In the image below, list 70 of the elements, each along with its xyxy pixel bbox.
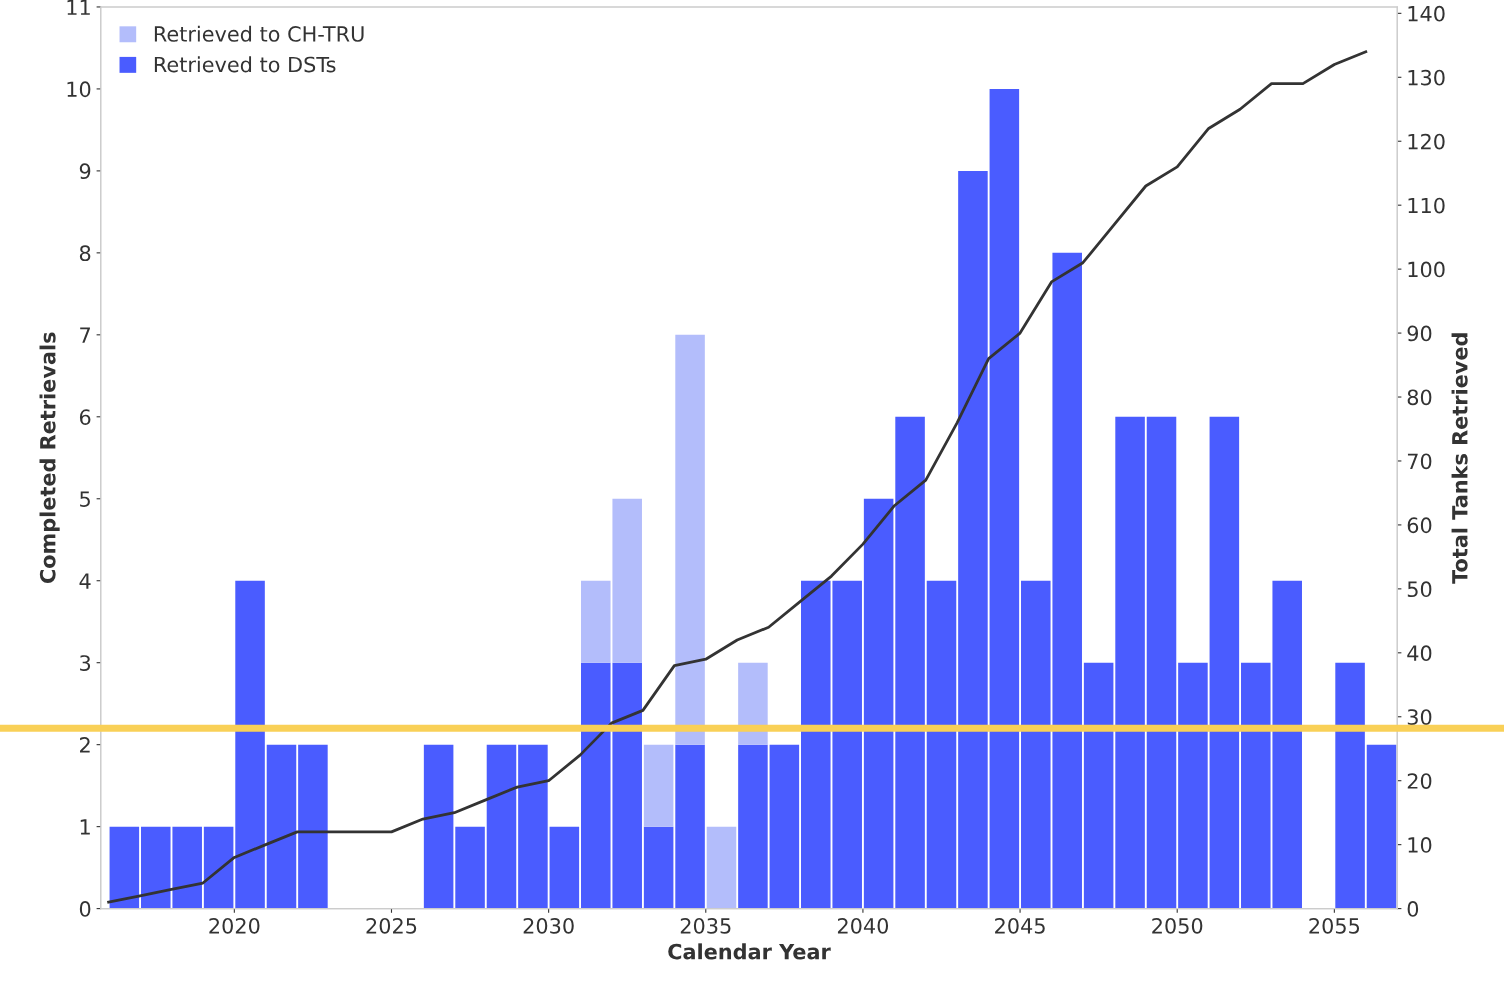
x-tick-label: 2035 <box>680 917 731 934</box>
bar <box>675 334 705 745</box>
x-tick-label: 2030 <box>523 917 574 934</box>
bar <box>958 170 988 909</box>
bar <box>203 826 234 909</box>
bar <box>109 826 140 909</box>
y-tick-label: 0 <box>79 901 91 917</box>
y2-tick-label: 70 <box>1407 453 1432 470</box>
y2-tick-label: 100 <box>1408 261 1445 278</box>
x-tick-label: 2050 <box>1152 917 1203 934</box>
y2-tick-label: 120 <box>1408 133 1445 150</box>
bar <box>989 88 1020 909</box>
y-tick-label: 6 <box>79 409 91 425</box>
bar <box>1178 662 1208 909</box>
y2-tick-label: 30 <box>1407 709 1432 725</box>
y2-tick-label: 10 <box>1408 837 1432 853</box>
bar <box>926 580 957 909</box>
y2-tick-label: 80 <box>1407 389 1432 406</box>
legend-label: Retrieved to CH-TRU <box>154 25 364 42</box>
y2-tick-label: 130 <box>1408 69 1445 86</box>
x-tick-label: 2055 <box>1309 917 1360 934</box>
y2-tick-label: 90 <box>1407 325 1432 342</box>
y2-tick-label: 110 <box>1408 197 1445 214</box>
bar <box>895 416 925 909</box>
y2-tick-label: 40 <box>1407 645 1432 662</box>
bar <box>266 744 297 909</box>
x-tick-label: 2025 <box>366 917 417 934</box>
x-tick-label: 2040 <box>837 917 889 934</box>
y-tick-label: 2 <box>80 737 90 753</box>
bar <box>1335 662 1365 909</box>
bar <box>1366 744 1397 909</box>
bar <box>486 744 517 909</box>
bar <box>455 826 485 909</box>
bar <box>1209 416 1240 909</box>
y2-tick-label: 0 <box>1407 901 1419 917</box>
bar <box>235 580 265 909</box>
bar <box>518 744 548 909</box>
bar <box>706 826 737 909</box>
y-tick-label: 3 <box>80 655 91 671</box>
y-tick-label: 11 <box>67 0 90 15</box>
y-tick-label: 1 <box>80 819 90 835</box>
y2-tick-label: 20 <box>1407 773 1432 789</box>
y-tick-label: 9 <box>79 163 91 180</box>
bar <box>549 826 580 909</box>
bar <box>298 744 328 909</box>
y-tick-label: 5 <box>80 491 90 507</box>
x-tick-label: 2020 <box>209 917 260 934</box>
bar <box>769 744 800 909</box>
bar <box>643 744 674 827</box>
y2-tick-label: 50 <box>1407 581 1432 598</box>
bar <box>1115 416 1145 909</box>
legend-label: Retrieved to DSTs <box>154 56 336 73</box>
line-series <box>107 50 1368 904</box>
y2-axis-title: Total Tanks Retrieved <box>1451 333 1468 584</box>
y-axis-title: Completed Retrievals <box>39 332 60 584</box>
bar <box>643 826 674 909</box>
y-tick-label: 4 <box>79 573 91 589</box>
bar <box>1146 416 1177 909</box>
bar <box>1083 662 1114 909</box>
y-tick-label: 8 <box>79 245 91 262</box>
x-axis-title: Calendar Year <box>668 943 831 960</box>
bar <box>863 498 894 909</box>
bar <box>675 744 705 909</box>
y-tick-label: 10 <box>67 81 91 98</box>
bar <box>423 744 454 909</box>
y-tick-label: 7 <box>80 327 90 343</box>
y2-tick-label: 60 <box>1407 517 1432 534</box>
bar <box>738 744 768 909</box>
x-tick-label: 2045 <box>995 917 1045 934</box>
y2-tick-label: 140 <box>1408 5 1445 22</box>
